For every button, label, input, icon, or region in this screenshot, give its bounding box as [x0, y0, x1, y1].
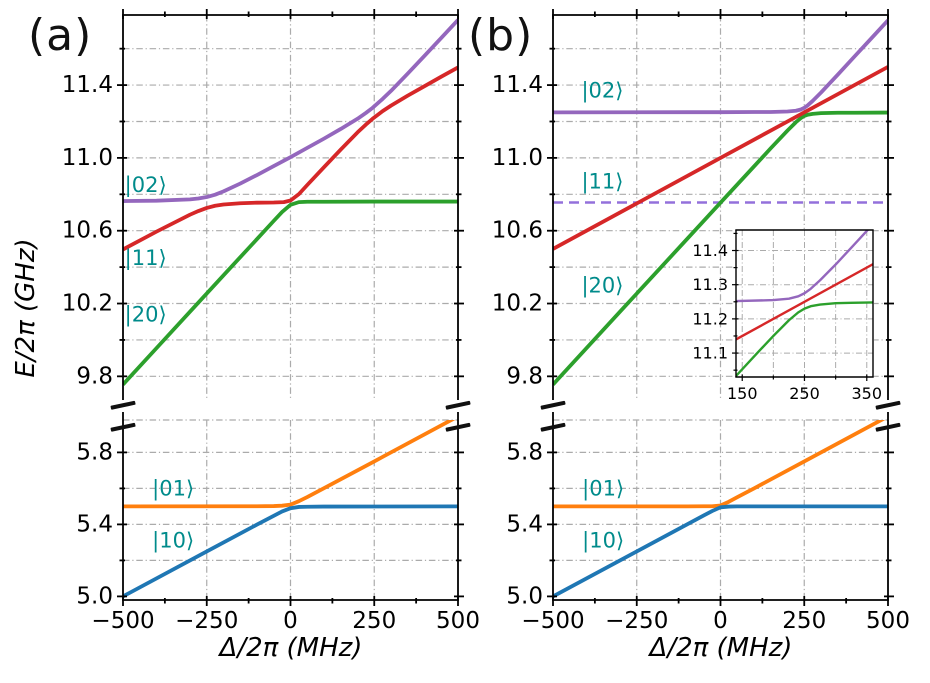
panel-a-letter: (a) [28, 10, 93, 61]
y-tick-label: 5.0 [76, 583, 113, 609]
panel-b-upper-axes: 9.8 10.2 10.6 11.0 11.4 |02⟩ |11⟩ |20⟩ [492, 9, 894, 400]
state-label: |10⟩ [582, 529, 624, 554]
gridlines [123, 419, 458, 600]
y-tick-label: 5.0 [506, 583, 543, 609]
series-state-20-branch [123, 199, 458, 386]
state-labels: |01⟩ |10⟩ [152, 476, 194, 553]
state-label: |20⟩ [581, 273, 623, 298]
x-tick-label: 500 [436, 608, 480, 634]
x-tick-label: 0 [713, 608, 728, 634]
ticks [117, 9, 464, 378]
series [736, 230, 873, 377]
state-label: |01⟩ [582, 476, 624, 501]
series-state-20-branch-zoom [736, 301, 873, 377]
x-axis-label-panel-b: Δ/2π (MHz) [649, 633, 793, 663]
series [553, 18, 888, 386]
x-tick-label: 0 [283, 608, 298, 634]
y-tick-label: 11.4 [492, 72, 543, 98]
y-tick-label: 10.6 [492, 218, 543, 244]
y-tick-label: 11.2 [692, 309, 728, 328]
tick-labels: 11.1 11.2 11.3 11.4 150 250 350 [692, 241, 882, 403]
state-label: |02⟩ [125, 173, 167, 198]
panel-a-upper-axes: 9.8 10.2 10.6 11.0 11.4 |02⟩ |11⟩ |20⟩ [62, 9, 464, 400]
gridlines [123, 15, 458, 400]
series-state-11-branch-zoom [736, 263, 873, 341]
axis-break-mark [110, 400, 136, 410]
state-label: |11⟩ [581, 170, 623, 195]
series [123, 18, 458, 386]
tick-labels: 9.8 10.2 10.6 11.0 11.4 [492, 72, 543, 389]
series-state-02-branch [123, 18, 458, 203]
x-tick-label: 500 [866, 608, 910, 634]
y-tick-label: 11.1 [692, 344, 728, 363]
series-state-20-branch [553, 110, 888, 386]
y-tick-label: 5.8 [506, 439, 543, 465]
y-tick-label: 5.4 [76, 511, 113, 537]
ticks [732, 232, 868, 381]
axis-break-mark [540, 400, 566, 410]
ticks [547, 9, 894, 378]
panel-b-lower-axes: 5.0 5.4 5.8 −500 −250 0 250 500 |01⟩ |10⟩ [506, 412, 910, 634]
state-label: |01⟩ [152, 476, 194, 501]
ticks [117, 451, 464, 606]
x-tick-label: −250 [605, 608, 668, 634]
y-tick-label: 10.6 [62, 218, 113, 244]
gridlines [553, 419, 888, 600]
x-tick-label: 250 [782, 608, 826, 634]
y-tick-label: 11.3 [692, 275, 728, 294]
series-state-02-branch [553, 18, 888, 115]
state-labels: |02⟩ |11⟩ |20⟩ [581, 79, 623, 299]
state-label: |20⟩ [125, 302, 167, 327]
y-tick-label: 9.8 [76, 363, 113, 389]
y-tick-label: 9.8 [506, 363, 543, 389]
series-state-11-branch [123, 65, 458, 252]
ticks [547, 451, 894, 606]
y-tick-label: 10.2 [492, 291, 543, 317]
y-tick-label: 11.0 [62, 145, 113, 171]
series-state-10-branch [123, 504, 458, 599]
tick-labels: 5.0 5.4 5.8 −500 −250 0 250 500 [506, 439, 910, 634]
series-state-02-branch-zoom [736, 230, 870, 303]
y-tick-label: 5.8 [76, 439, 113, 465]
series [553, 420, 888, 599]
y-tick-label: 5.4 [506, 511, 543, 537]
series-state-10-branch [553, 504, 888, 599]
state-labels: |01⟩ |10⟩ [582, 476, 624, 553]
series [123, 420, 458, 599]
panel-b-letter: (b) [468, 10, 534, 61]
panel-b-inset-axes: 11.1 11.2 11.3 11.4 150 250 350 [692, 229, 882, 403]
x-tick-label: −250 [175, 608, 238, 634]
axis-break-mark [445, 400, 471, 410]
x-tick-label: −500 [521, 608, 584, 634]
tick-labels: 5.0 5.4 5.8 −500 −250 0 250 500 [76, 439, 480, 634]
state-label: |02⟩ [581, 79, 623, 104]
series-state-01-branch [123, 420, 456, 509]
y-tick-label: 10.2 [62, 291, 113, 317]
y-tick-label: 11.4 [62, 72, 113, 98]
series-state-01-branch [553, 420, 886, 509]
y-tick-label: 11.4 [692, 241, 728, 260]
y-tick-label: 11.0 [492, 145, 543, 171]
x-tick-label: −500 [91, 608, 154, 634]
state-label: |11⟩ [125, 246, 167, 271]
gridlines [553, 15, 888, 400]
tick-labels: 9.8 10.2 10.6 11.0 11.4 [62, 72, 113, 389]
state-labels: |02⟩ |11⟩ |20⟩ [125, 173, 167, 327]
y-axis-label: E/2π (GHz) [11, 238, 41, 378]
series-state-11-branch [553, 65, 888, 251]
x-axis-label-panel-a: Δ/2π (MHz) [219, 633, 363, 663]
x-tick-label: 350 [851, 384, 882, 403]
x-tick-label: 250 [789, 384, 820, 403]
panel-a-lower-axes: 5.0 5.4 5.8 −500 −250 0 250 500 |01⟩ |10⟩ [76, 412, 480, 634]
x-tick-label: 150 [727, 384, 758, 403]
state-label: |10⟩ [152, 529, 194, 554]
x-tick-label: 250 [352, 608, 396, 634]
